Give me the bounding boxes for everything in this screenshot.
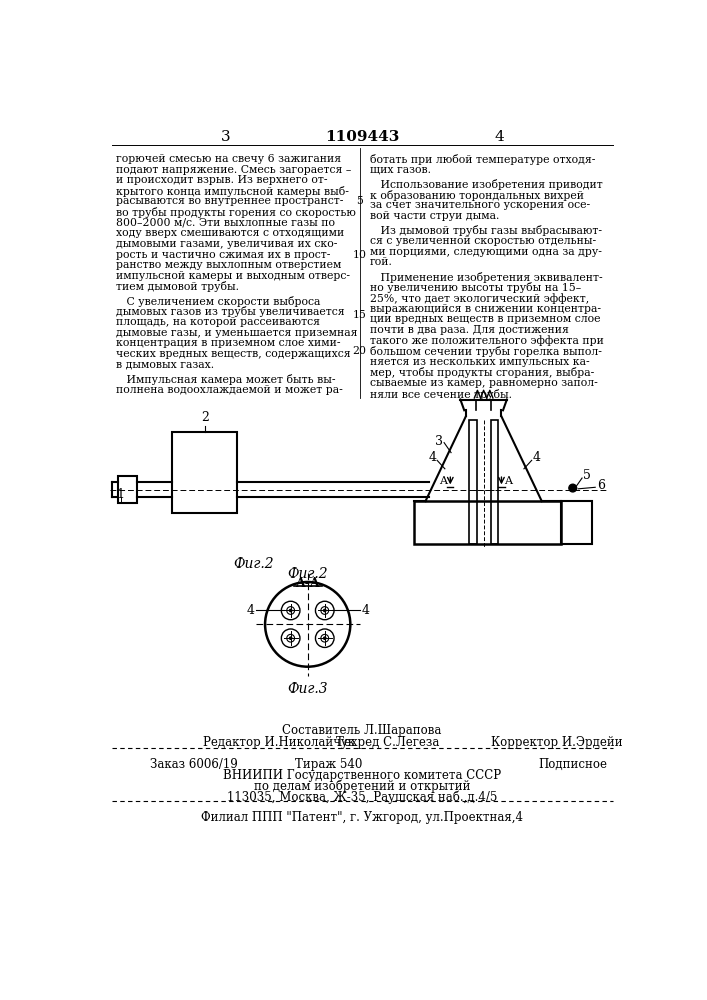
Text: ходу вверх смешиваются с отходящими: ходу вверх смешиваются с отходящими	[115, 228, 344, 238]
Text: A-A: A-A	[296, 577, 320, 590]
Text: 4: 4	[494, 130, 504, 144]
Text: сываемые из камер, равномерно запол-: сываемые из камер, равномерно запол-	[370, 378, 597, 388]
Bar	[469, 420, 477, 544]
Text: Подписное: Подписное	[538, 758, 607, 771]
Text: большом сечении трубы горелка выпол-: большом сечении трубы горелка выпол-	[370, 346, 602, 357]
Text: няли все сечение трубы.: няли все сечение трубы.	[370, 389, 512, 400]
Text: выражающийся в снижении концентра-: выражающийся в снижении концентра-	[370, 304, 601, 314]
Text: A: A	[504, 476, 513, 486]
Text: концентрация в приземном слое хими-: концентрация в приземном слое хими-	[115, 338, 340, 348]
Bar	[118, 476, 137, 503]
Circle shape	[289, 637, 292, 639]
Text: площадь, на которой рассеиваются: площадь, на которой рассеиваются	[115, 317, 320, 327]
Text: 800–2000 м/с. Эти выхлопные газы по: 800–2000 м/с. Эти выхлопные газы по	[115, 218, 334, 228]
Bar	[172, 432, 237, 513]
Text: 3: 3	[221, 130, 230, 144]
Text: С увеличением скорости выброса: С увеличением скорости выброса	[115, 296, 320, 307]
Text: 1: 1	[117, 488, 125, 501]
Text: 5: 5	[356, 196, 363, 206]
Text: Корректор И.Эрдейи: Корректор И.Эрдейи	[491, 736, 623, 749]
Text: за счет значительного ускорения осе-: за счет значительного ускорения осе-	[370, 200, 590, 210]
Text: 1109443: 1109443	[325, 130, 399, 144]
Text: Из дымовой трубы газы выбрасывают-: Из дымовой трубы газы выбрасывают-	[370, 225, 602, 236]
Text: рость и частично сжимая их в прост-: рость и частично сжимая их в прост-	[115, 250, 330, 260]
Text: Фиг.3: Фиг.3	[287, 682, 328, 696]
Text: тием дымовой трубы.: тием дымовой трубы.	[115, 281, 238, 292]
Text: 6: 6	[597, 479, 604, 492]
Text: ся с увеличенной скоростью отдельны-: ся с увеличенной скоростью отдельны-	[370, 236, 596, 246]
Text: 2: 2	[201, 411, 209, 424]
Bar	[561, 501, 592, 544]
Text: Заказ 6006/19: Заказ 6006/19	[151, 758, 238, 771]
Text: горючей смесью на свечу 6 зажигания: горючей смесью на свечу 6 зажигания	[115, 154, 341, 164]
Text: Тираж 540: Тираж 540	[295, 758, 362, 771]
Text: но увеличению высоты трубы на 15–: но увеличению высоты трубы на 15–	[370, 282, 581, 293]
Text: 4: 4	[532, 451, 540, 464]
Text: Филиал ППП "Патент", г. Ужгород, ул.Проектная,4: Филиал ППП "Патент", г. Ужгород, ул.Прое…	[201, 811, 523, 824]
Text: 5: 5	[583, 469, 591, 482]
Text: и происходит взрыв. Из верхнего от-: и происходит взрыв. Из верхнего от-	[115, 175, 327, 185]
Text: дымовыми газами, увеличивая их ско-: дымовыми газами, увеличивая их ско-	[115, 239, 337, 249]
Text: 15: 15	[353, 310, 366, 320]
Text: няется из нескольких импульсных ка-: няется из нескольких импульсных ка-	[370, 357, 590, 367]
Text: расываются во внутреннее пространст-: расываются во внутреннее пространст-	[115, 196, 343, 206]
Text: 4: 4	[428, 451, 436, 464]
Text: A: A	[439, 476, 448, 486]
Bar	[414, 501, 561, 544]
Text: ции вредных веществ в приземном слое: ции вредных веществ в приземном слое	[370, 314, 600, 324]
Text: 113035, Москва, Ж-35, Раушская наб.,д.4/5: 113035, Москва, Ж-35, Раушская наб.,д.4/…	[227, 791, 497, 804]
Text: ботать при любой температуре отходя-: ботать при любой температуре отходя-	[370, 154, 595, 165]
Text: Составитель Л.Шарапова: Составитель Л.Шарапова	[282, 724, 442, 737]
Circle shape	[569, 484, 577, 492]
Text: ВНИИПИ Государственного комитета СССР: ВНИИПИ Государственного комитета СССР	[223, 769, 501, 782]
Circle shape	[289, 609, 292, 612]
Text: дымовые газы, и уменьшается приземная: дымовые газы, и уменьшается приземная	[115, 328, 357, 338]
Text: гой.: гой.	[370, 257, 392, 267]
Text: вой части струи дыма.: вой части струи дыма.	[370, 211, 499, 221]
Text: ми порциями, следующими одна за дру-: ми порциями, следующими одна за дру-	[370, 247, 602, 257]
Text: ческих вредных веществ, содержащихся: ческих вредных веществ, содержащихся	[115, 349, 350, 359]
Text: крытого конца импульсной камеры выб-: крытого конца импульсной камеры выб-	[115, 186, 349, 197]
Text: Фиг.2: Фиг.2	[287, 567, 328, 581]
Bar	[491, 420, 498, 544]
Text: в дымовых газах.: в дымовых газах.	[115, 360, 214, 370]
Text: такого же положительного эффекта при: такого же положительного эффекта при	[370, 335, 604, 346]
Text: 10: 10	[353, 250, 367, 260]
Text: Использование изобретения приводит: Использование изобретения приводит	[370, 179, 602, 190]
Text: ранство между выхлопным отверстием: ранство между выхлопным отверстием	[115, 260, 341, 270]
Text: мер, чтобы продукты сгорания, выбра-: мер, чтобы продукты сгорания, выбра-	[370, 367, 594, 378]
Text: 3: 3	[436, 435, 443, 448]
Text: 4: 4	[361, 604, 369, 617]
Text: Импульсная камера может быть вы-: Импульсная камера может быть вы-	[115, 374, 335, 385]
Text: 4: 4	[246, 604, 255, 617]
Text: Техред С.Легеза: Техред С.Легеза	[337, 736, 440, 749]
Text: подают напряжение. Смесь загорается –: подают напряжение. Смесь загорается –	[115, 165, 351, 175]
Text: 25%, что дает экологический эффект,: 25%, что дает экологический эффект,	[370, 293, 589, 304]
Text: 20: 20	[353, 346, 367, 356]
Text: Редактор И.Николайчук: Редактор И.Николайчук	[203, 736, 355, 749]
Text: по делам изобретений и открытий: по делам изобретений и открытий	[254, 780, 470, 793]
Text: дымовых газов из трубы увеличивается: дымовых газов из трубы увеличивается	[115, 306, 344, 317]
Circle shape	[324, 609, 326, 612]
Text: полнена водоохлаждаемой и может ра-: полнена водоохлаждаемой и может ра-	[115, 385, 342, 395]
Text: щих газов.: щих газов.	[370, 165, 431, 175]
Text: во трубы продукты горения со скоростью: во трубы продукты горения со скоростью	[115, 207, 356, 218]
Text: к образованию торондальных вихрей: к образованию торондальных вихрей	[370, 190, 584, 201]
Text: Применение изобретения эквивалент-: Применение изобретения эквивалент-	[370, 272, 602, 283]
Text: Фиг.2: Фиг.2	[233, 557, 274, 571]
Circle shape	[324, 637, 326, 639]
Text: импульсной камеры и выходным отверс-: импульсной камеры и выходным отверс-	[115, 271, 349, 281]
Text: почти в два раза. Для достижения: почти в два раза. Для достижения	[370, 325, 568, 335]
